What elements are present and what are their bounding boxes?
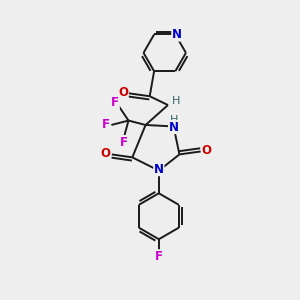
Text: O: O [202,144,212,158]
Text: F: F [111,96,119,110]
Text: F: F [102,118,110,131]
Text: N: N [154,163,164,176]
Text: F: F [120,136,128,148]
Text: N: N [172,28,182,41]
Text: N: N [169,121,178,134]
Text: O: O [118,86,128,99]
Text: H: H [170,115,178,125]
Text: H: H [172,96,180,106]
Text: O: O [101,147,111,160]
Text: F: F [155,250,163,263]
